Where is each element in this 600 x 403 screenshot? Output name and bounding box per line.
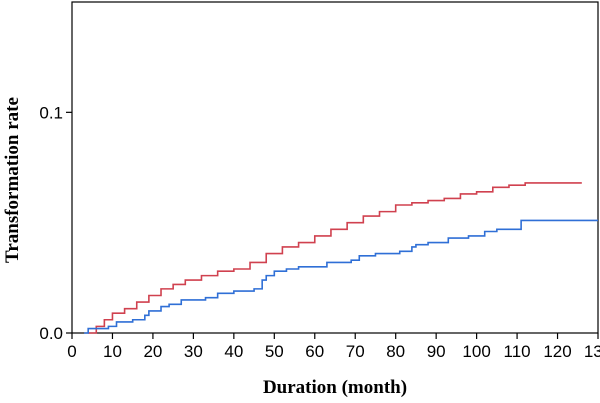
x-tick-label: 110 bbox=[504, 342, 531, 361]
series-layer bbox=[84, 182, 598, 334]
x-tick-label: 100 bbox=[462, 342, 490, 361]
x-axis: 0 10 20 30 40 50 60 70 80 90 100 110 120 130 bbox=[67, 333, 600, 361]
x-tick-label: 120 bbox=[543, 342, 571, 361]
y-axis-title: Transformation rate bbox=[2, 97, 23, 263]
plot-frame bbox=[71, 1, 599, 334]
x-tick-label: 90 bbox=[427, 342, 446, 361]
x-tick-label: 30 bbox=[184, 342, 203, 361]
x-tick-label: 10 bbox=[103, 342, 122, 361]
y-axis: 0.0 0.1 bbox=[39, 103, 72, 343]
x-tick-label: 0 bbox=[67, 342, 76, 361]
y-tick-label: 0.1 bbox=[39, 103, 63, 122]
series-line-2 bbox=[84, 219, 598, 334]
x-tick-label: 130 bbox=[584, 342, 600, 361]
y-tick-label: 0.0 bbox=[39, 324, 63, 343]
x-tick-label: 40 bbox=[224, 342, 243, 361]
x-tick-label: 20 bbox=[143, 342, 162, 361]
x-tick-label: 50 bbox=[265, 342, 284, 361]
series-line-1 bbox=[88, 182, 582, 334]
x-tick-label: 60 bbox=[305, 342, 324, 361]
x-axis-title: Duration (month) bbox=[263, 377, 407, 398]
x-tick-label: 70 bbox=[346, 342, 365, 361]
x-tick-label: 80 bbox=[386, 342, 405, 361]
